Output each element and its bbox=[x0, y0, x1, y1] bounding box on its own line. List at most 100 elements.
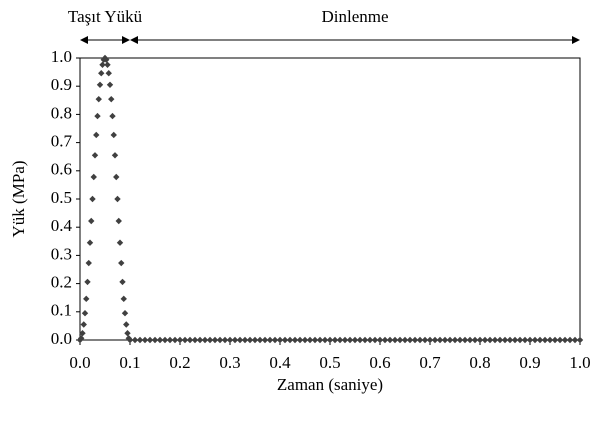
data-point bbox=[441, 336, 449, 344]
data-point bbox=[176, 336, 184, 344]
data-point bbox=[531, 336, 539, 344]
data-point bbox=[281, 336, 289, 344]
data-point bbox=[391, 336, 399, 344]
data-point bbox=[321, 336, 329, 344]
data-point bbox=[351, 336, 359, 344]
data-point bbox=[291, 336, 299, 344]
data-point bbox=[221, 336, 229, 344]
data-point bbox=[108, 95, 115, 103]
data-point bbox=[181, 336, 189, 344]
data-point bbox=[411, 336, 419, 344]
data-point bbox=[78, 335, 85, 342]
data-point bbox=[109, 112, 116, 120]
data-point bbox=[521, 336, 529, 344]
data-point bbox=[161, 336, 169, 344]
data-point bbox=[506, 336, 514, 344]
data-point bbox=[104, 61, 111, 68]
data-point bbox=[551, 336, 559, 344]
data-point bbox=[466, 336, 474, 344]
data-point bbox=[106, 81, 114, 88]
data-point bbox=[516, 336, 524, 344]
data-point bbox=[151, 336, 159, 344]
data-point bbox=[131, 336, 139, 344]
y-tick-label: 1.0 bbox=[51, 47, 72, 66]
data-point bbox=[113, 173, 120, 181]
data-point bbox=[566, 336, 574, 344]
data-point bbox=[496, 336, 504, 344]
data-point bbox=[286, 336, 294, 344]
data-point bbox=[346, 336, 354, 344]
data-point bbox=[79, 330, 86, 337]
data-point bbox=[136, 336, 144, 344]
x-tick-label: 0.9 bbox=[519, 353, 540, 372]
data-point bbox=[266, 336, 274, 344]
data-point bbox=[481, 336, 489, 344]
data-point bbox=[114, 195, 121, 203]
x-tick-label: 0.1 bbox=[119, 353, 140, 372]
data-point bbox=[166, 336, 174, 344]
data-point bbox=[331, 336, 339, 344]
y-tick-label: 0.8 bbox=[51, 103, 72, 122]
data-point bbox=[476, 336, 484, 344]
data-point bbox=[88, 217, 95, 225]
y-tick-label: 0.6 bbox=[51, 160, 72, 179]
data-point bbox=[371, 336, 379, 344]
data-point bbox=[276, 336, 284, 344]
data-point bbox=[120, 295, 127, 303]
data-point bbox=[426, 336, 434, 344]
data-point bbox=[316, 336, 324, 344]
data-point bbox=[171, 336, 179, 344]
data-point bbox=[110, 131, 117, 139]
data-point bbox=[84, 278, 91, 286]
data-point bbox=[381, 336, 389, 344]
data-point bbox=[111, 152, 119, 159]
data-point bbox=[186, 336, 194, 344]
arrow-head bbox=[572, 36, 580, 44]
data-point bbox=[511, 336, 519, 344]
data-point bbox=[123, 321, 130, 328]
y-tick-label: 0.5 bbox=[51, 188, 72, 207]
data-point bbox=[80, 321, 87, 328]
data-point bbox=[89, 195, 96, 203]
data-point bbox=[376, 336, 384, 344]
data-point bbox=[486, 336, 494, 344]
data-point bbox=[91, 152, 99, 159]
data-point bbox=[251, 336, 259, 344]
data-point bbox=[546, 336, 554, 344]
data-point bbox=[86, 239, 94, 246]
data-point bbox=[301, 336, 309, 344]
data-point bbox=[206, 336, 214, 344]
annotation-label: Dinlenme bbox=[321, 7, 388, 26]
y-tick-label: 0.0 bbox=[51, 329, 72, 348]
x-tick-label: 0.4 bbox=[269, 353, 291, 372]
data-point bbox=[366, 336, 374, 344]
data-point bbox=[361, 336, 369, 344]
y-tick-label: 0.9 bbox=[51, 75, 72, 94]
y-tick-label: 0.3 bbox=[51, 244, 72, 263]
data-point bbox=[156, 336, 164, 344]
data-point bbox=[306, 336, 314, 344]
data-point bbox=[124, 330, 131, 337]
data-point bbox=[93, 131, 100, 139]
data-point bbox=[431, 336, 439, 344]
data-point bbox=[99, 61, 106, 68]
data-point bbox=[296, 336, 304, 344]
x-tick-label: 1.0 bbox=[569, 353, 590, 372]
data-point bbox=[121, 310, 129, 317]
data-point bbox=[416, 336, 424, 344]
data-point bbox=[271, 336, 279, 344]
x-tick-label: 0.7 bbox=[419, 353, 441, 372]
data-point bbox=[96, 81, 104, 88]
data-point bbox=[556, 336, 564, 344]
data-point bbox=[456, 336, 464, 344]
data-point bbox=[196, 336, 204, 344]
data-point bbox=[191, 336, 199, 344]
data-point bbox=[246, 336, 254, 344]
data-point bbox=[201, 336, 209, 344]
data-point bbox=[356, 336, 364, 344]
data-point bbox=[526, 336, 534, 344]
data-point bbox=[541, 336, 549, 344]
data-point bbox=[261, 336, 269, 344]
data-point bbox=[396, 336, 404, 344]
data-point bbox=[576, 336, 584, 344]
